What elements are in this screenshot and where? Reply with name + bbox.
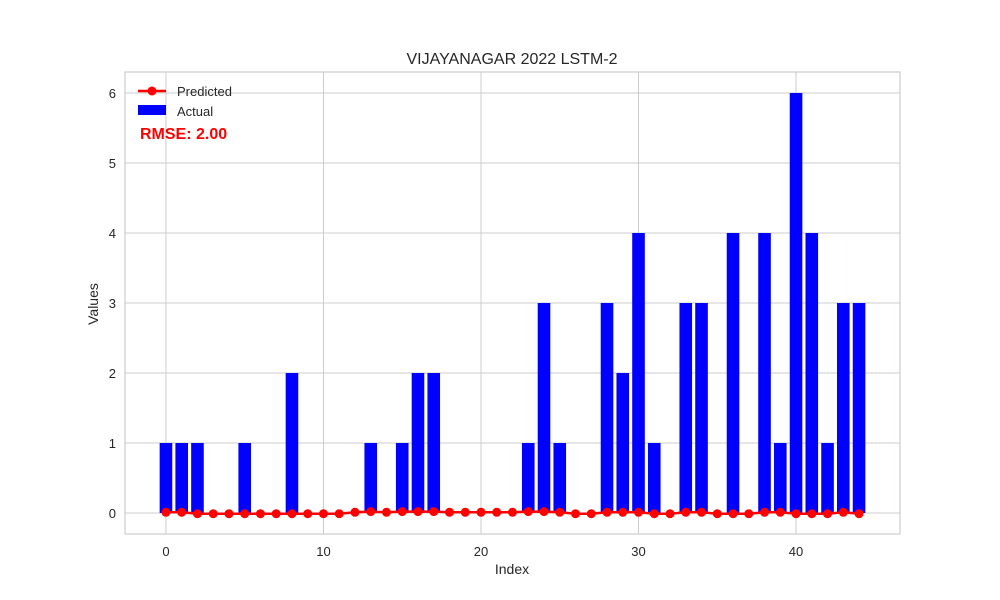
predicted-point — [444, 507, 454, 517]
predicted-point — [492, 507, 502, 517]
legend-predicted-label: Predicted — [177, 84, 232, 99]
predicted-point — [649, 509, 659, 519]
predicted-point — [555, 507, 565, 517]
predicted-point — [807, 509, 817, 519]
predicted-point — [334, 509, 344, 519]
predicted-point — [571, 509, 581, 519]
predicted-point — [177, 507, 187, 517]
actual-bars — [159, 93, 866, 513]
predicted-point — [287, 509, 297, 519]
predicted-point — [681, 507, 691, 517]
actual-bar — [773, 443, 787, 513]
predicted-point — [240, 509, 250, 519]
y-tick-label: 5 — [109, 156, 116, 171]
actual-bar — [411, 373, 425, 513]
predicted-point — [523, 507, 533, 517]
y-tick-label: 6 — [109, 86, 116, 101]
chart-title: VIJAYANAGAR 2022 LSTM-2 — [406, 51, 617, 68]
predicted-point — [712, 509, 722, 519]
predicted-point — [350, 507, 360, 517]
x-tick-label: 40 — [789, 544, 803, 559]
actual-bar — [427, 373, 441, 513]
legend: Predicted Actual — [138, 84, 232, 119]
y-tick-label: 3 — [109, 296, 116, 311]
predicted-point — [161, 507, 171, 517]
predicted-line-group — [161, 507, 864, 519]
predicted-point — [318, 509, 328, 519]
predicted-point — [760, 507, 770, 517]
actual-bar — [364, 443, 378, 513]
actual-bar — [521, 443, 535, 513]
actual-bar — [726, 233, 740, 513]
predicted-point — [271, 509, 281, 519]
predicted-point — [255, 509, 265, 519]
x-tick-label: 20 — [474, 544, 488, 559]
predicted-point — [791, 509, 801, 519]
predicted-point — [634, 507, 644, 517]
plot-frame — [124, 71, 901, 535]
predicted-point — [854, 509, 864, 519]
actual-bar — [537, 303, 551, 513]
predicted-point — [208, 509, 218, 519]
legend-predicted-marker — [147, 86, 157, 96]
y-tick-label: 2 — [109, 366, 116, 381]
actual-bar — [758, 233, 771, 513]
predicted-point — [823, 509, 833, 519]
actual-bar — [647, 443, 661, 513]
predicted-point — [775, 507, 785, 517]
predicted-point — [413, 507, 423, 517]
actual-bar — [632, 233, 645, 513]
y-tick-labels: 0 1 2 3 4 5 6 — [109, 86, 116, 521]
actual-bar — [616, 373, 630, 513]
actual-bar — [789, 93, 803, 513]
y-tick-label: 1 — [109, 436, 116, 451]
predicted-point — [586, 509, 596, 519]
actual-bar — [175, 443, 189, 513]
predicted-point — [728, 509, 738, 519]
y-tick-label: 4 — [109, 226, 116, 241]
actual-bar — [679, 303, 693, 513]
actual-bar — [191, 443, 204, 513]
y-axis-label: Values — [85, 283, 101, 325]
predicted-point — [429, 507, 439, 517]
predicted-point — [602, 507, 612, 517]
predicted-point — [539, 507, 549, 517]
predicted-point — [476, 507, 486, 517]
actual-bar — [395, 443, 409, 513]
legend-actual-label: Actual — [177, 104, 213, 119]
actual-bar — [600, 303, 614, 513]
actual-bar — [238, 443, 252, 513]
predicted-point — [397, 507, 407, 517]
rmse-annotation: RMSE: 2.00 — [140, 126, 227, 143]
predicted-point — [460, 507, 470, 517]
actual-bar — [695, 303, 708, 513]
predicted-point — [192, 509, 202, 519]
predicted-point — [744, 509, 754, 519]
x-tick-label: 30 — [631, 544, 645, 559]
actual-bar — [821, 443, 834, 513]
y-tick-label: 0 — [109, 506, 116, 521]
x-axis-label: Index — [495, 561, 529, 577]
predicted-point — [665, 509, 675, 519]
actual-bar — [852, 303, 866, 513]
x-tick-label: 10 — [316, 544, 330, 559]
actual-bar — [805, 233, 819, 513]
x-tick-label: 0 — [162, 544, 169, 559]
actual-bar — [553, 443, 567, 513]
predicted-point — [618, 507, 628, 517]
predicted-point — [303, 509, 313, 519]
actual-bar — [836, 303, 850, 513]
predicted-point — [224, 509, 234, 519]
actual-bar — [159, 443, 173, 513]
predicted-point — [366, 507, 376, 517]
predicted-point — [838, 507, 848, 517]
actual-bar — [285, 373, 299, 513]
predicted-point — [697, 507, 707, 517]
legend-actual-swatch — [138, 105, 166, 115]
predicted-point — [508, 507, 517, 517]
x-tick-labels: 0 10 20 30 40 — [162, 544, 803, 559]
predicted-point — [381, 507, 391, 517]
